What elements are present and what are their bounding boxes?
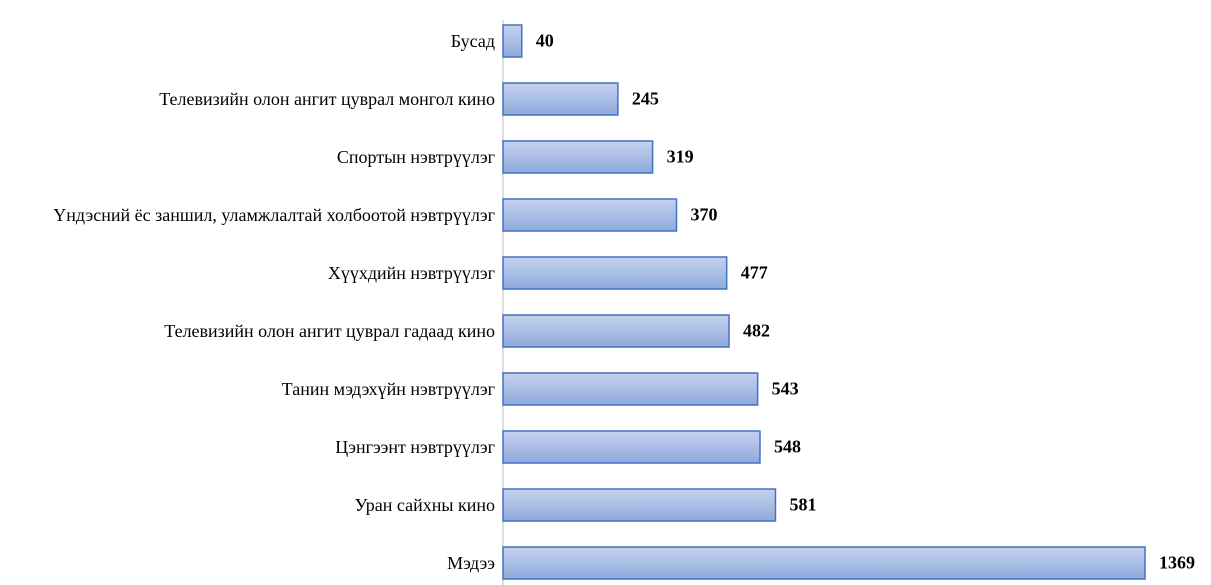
bar xyxy=(502,314,730,348)
value-label: 370 xyxy=(690,204,718,225)
value-label: 543 xyxy=(771,378,799,399)
value-label: 581 xyxy=(789,494,817,515)
category-label: Хүүхдийн нэвтрүүлэг xyxy=(327,263,495,283)
category-label: Телевизийн олон ангит цуврал монгол кино xyxy=(159,89,495,109)
value-label: 548 xyxy=(773,436,801,457)
category-label: Спортын нэвтрүүлэг xyxy=(336,147,495,167)
value-label: 482 xyxy=(743,320,771,341)
bar xyxy=(502,82,619,116)
category-label: Телевизийн олон ангит цуврал гадаад кино xyxy=(164,321,495,341)
category-label: Танин мэдэхүйн нэвтрүүлэг xyxy=(281,379,495,399)
value-label: 319 xyxy=(666,146,694,167)
bar xyxy=(502,430,761,464)
category-label: Мэдээ xyxy=(447,553,495,573)
bar xyxy=(502,24,523,58)
value-label: 245 xyxy=(631,88,659,109)
value-label: 40 xyxy=(535,30,554,51)
bar xyxy=(502,256,728,290)
category-label: Уран сайхны кино xyxy=(354,495,495,515)
bar xyxy=(502,372,759,406)
category-label: Бусад xyxy=(450,31,495,51)
bar xyxy=(502,140,654,174)
value-label: 477 xyxy=(740,262,768,283)
category-label: Үндэсний ёс заншил, уламжлалтай холбоото… xyxy=(53,205,495,225)
bar xyxy=(502,546,1146,580)
category-label: Цэнгээнт нэвтрүүлэг xyxy=(335,437,495,457)
value-label: 1369 xyxy=(1159,552,1195,573)
bar xyxy=(502,198,678,232)
bar xyxy=(502,488,777,522)
